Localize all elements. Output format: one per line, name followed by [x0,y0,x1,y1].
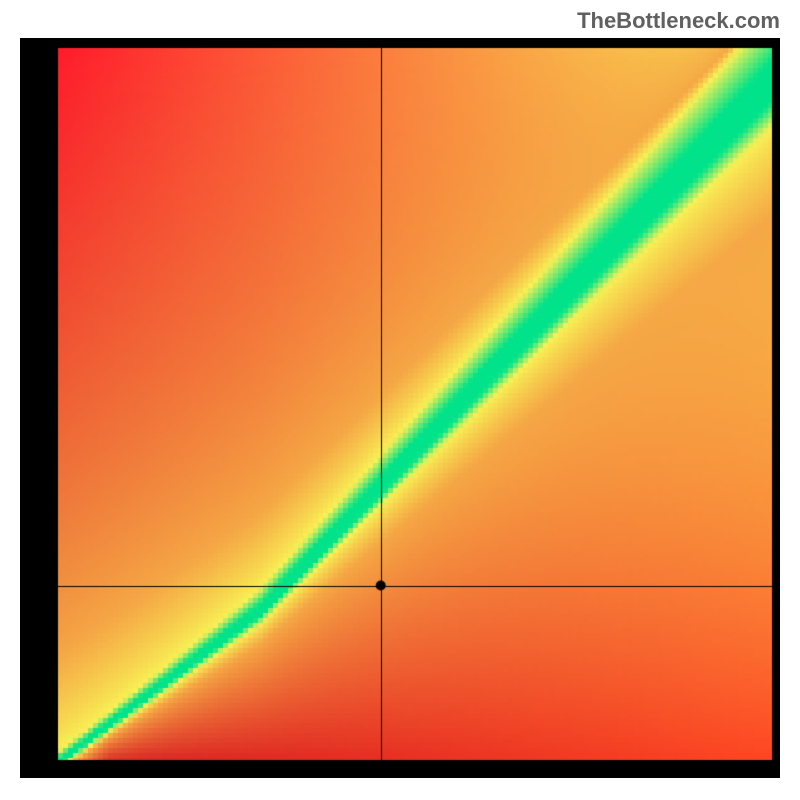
heatmap-canvas [20,38,780,778]
heatmap-area [20,38,780,778]
chart-container: TheBottleneck.com [0,0,800,800]
watermark-text: TheBottleneck.com [577,8,780,34]
